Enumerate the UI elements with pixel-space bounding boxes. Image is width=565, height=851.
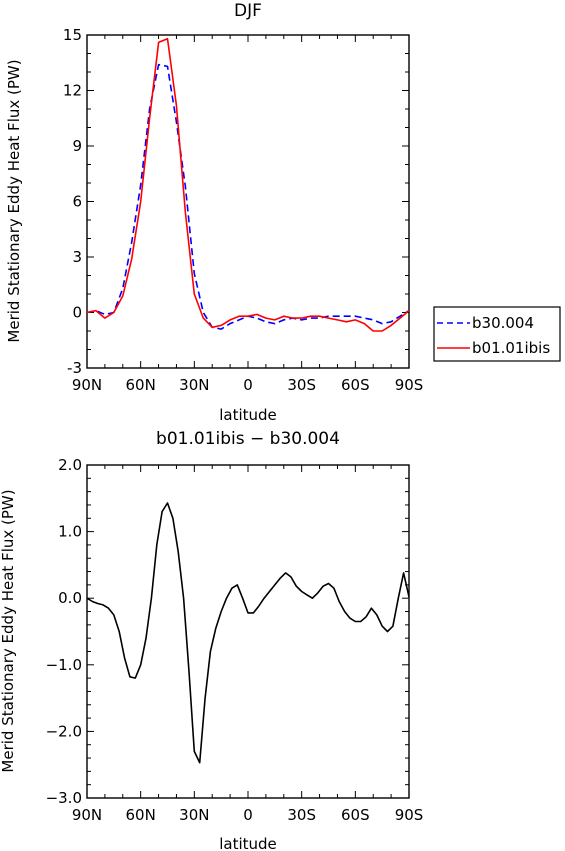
- bottom-x-axis-title: latitude: [219, 835, 277, 851]
- legend-box: [433, 306, 561, 362]
- top-x-tick-label: 60S: [341, 376, 370, 394]
- top-chart-title: DJF: [234, 1, 262, 21]
- bottom-y-axis-title: Merid Stationary Eddy Heat Flux (PW): [0, 489, 17, 772]
- bottom-x-tick-label: 30N: [179, 806, 209, 824]
- top-x-axis-title: latitude: [219, 406, 277, 424]
- top-y-tick-label: 9: [72, 137, 82, 155]
- top-x-tick-label: 0: [243, 376, 253, 394]
- bottom-plot-frame: [86, 464, 410, 799]
- bottom-chart: b01.01ibis − b30.004 90N 60N 30N 0 30S 60S 90S…: [0, 429, 423, 851]
- bottom-x-tick-label: 0: [243, 806, 253, 824]
- top-y-tick-label: 12: [63, 82, 82, 100]
- bottom-axis-ticks: 90N 60N 30N 0 30S 60S 90S −3.0 −2.0 −1.0 0.0 1.0 2.0: [46, 456, 424, 824]
- top-x-tick-label: 90S: [395, 376, 424, 394]
- top-x-tick-label: 90N: [72, 376, 102, 394]
- top-x-tick-label: 60N: [126, 376, 156, 394]
- top-y-axis-title: Merid Stationary Eddy Heat Flux (PW): [5, 59, 23, 342]
- bottom-x-tick-label: 60N: [126, 806, 156, 824]
- top-series-line-b30-004: [86, 63, 410, 330]
- top-y-tick-label: 3: [72, 248, 82, 266]
- top-chart: DJF 90N 60N 30N 0 30S 60S 90S -3 0 3 6 9 12 15 latitu…: [5, 1, 561, 424]
- bottom-chart-title: b01.01ibis − b30.004: [156, 429, 340, 449]
- bottom-y-tick-label: −1.0: [46, 656, 82, 674]
- bottom-x-tick-label: 90N: [72, 806, 102, 824]
- legend-label-b01-01ibis: b01.01ibis: [472, 339, 550, 357]
- bottom-y-tick-label: 2.0: [58, 456, 82, 474]
- bottom-x-tick-label: 30S: [287, 806, 316, 824]
- bottom-x-tick-label: 90S: [395, 806, 424, 824]
- top-legend: b30.004 b01.01ibis: [433, 306, 561, 362]
- bottom-series-line-difference: [86, 502, 410, 764]
- top-series-group: [86, 37, 410, 332]
- bottom-x-tick-label: 60S: [341, 806, 370, 824]
- legend-label-b30-004: b30.004: [472, 314, 534, 332]
- top-x-tick-label: 30S: [287, 376, 316, 394]
- bottom-y-tick-label: −3.0: [46, 789, 82, 807]
- top-x-tick-label: 30N: [179, 376, 209, 394]
- bottom-series-group: [86, 502, 410, 764]
- top-y-tick-label: 15: [63, 26, 82, 44]
- top-y-tick-label: 0: [72, 304, 82, 322]
- bottom-y-tick-label: 0.0: [58, 589, 82, 607]
- top-y-tick-label: 6: [72, 193, 82, 211]
- top-axis-ticks: 90N 60N 30N 0 30S 60S 90S -3 0 3 6 9 12 15: [63, 26, 423, 394]
- top-y-tick-label: -3: [67, 359, 82, 377]
- bottom-y-tick-label: 1.0: [58, 523, 82, 541]
- bottom-y-tick-label: −2.0: [46, 722, 82, 740]
- top-series-line-b01-01ibis: [86, 37, 410, 332]
